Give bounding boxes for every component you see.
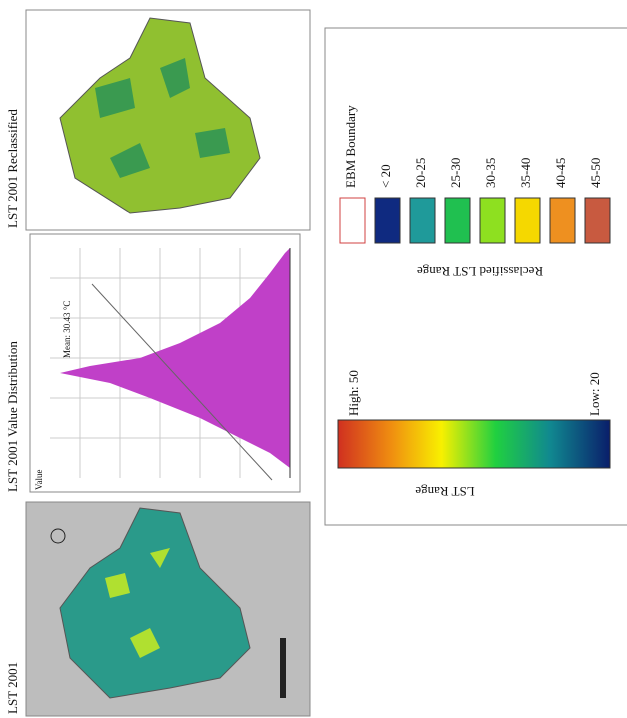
legend-swatch: [480, 198, 505, 243]
legend-label: 25-30: [448, 158, 463, 188]
rotated-figure: LST 2001 LST 2001 Value Distribution Val…: [5, 10, 627, 716]
legend-swatch: [515, 198, 540, 243]
legend-swatch: [375, 198, 400, 243]
panel-title: LST 2001: [5, 662, 20, 714]
panel-title: LST 2001 Value Distribution: [5, 341, 20, 492]
legend-title: Reclassified LST Range: [417, 264, 543, 279]
figure: LST 2001 LST 2001 Value Distribution Val…: [0, 0, 627, 718]
legend-swatch: [410, 198, 435, 243]
legend-label: 35-40: [518, 158, 533, 188]
gradient-high: High: 50: [346, 370, 361, 416]
legend-label: 30-35: [483, 158, 498, 188]
legend-swatch: [340, 198, 365, 243]
legend-swatch: [550, 198, 575, 243]
scale-bar: [280, 638, 286, 698]
annotation: Mean: 30.43 °C: [62, 301, 72, 358]
legend-label: EBM Boundary: [343, 105, 358, 188]
legend-label: 20-25: [413, 158, 428, 188]
legend-label: 40-45: [553, 158, 568, 188]
axis-label: Value: [34, 470, 44, 491]
legend-label: < 20: [378, 164, 393, 188]
gradient-bar: [338, 420, 610, 468]
panel-title: LST 2001 Reclassified: [5, 109, 20, 228]
legend-title: LST Range: [415, 484, 475, 499]
legend-swatch: [445, 198, 470, 243]
legend-swatch: [585, 198, 610, 243]
legend-label: 45-50: [588, 158, 603, 188]
gradient-low: Low: 20: [587, 372, 602, 416]
